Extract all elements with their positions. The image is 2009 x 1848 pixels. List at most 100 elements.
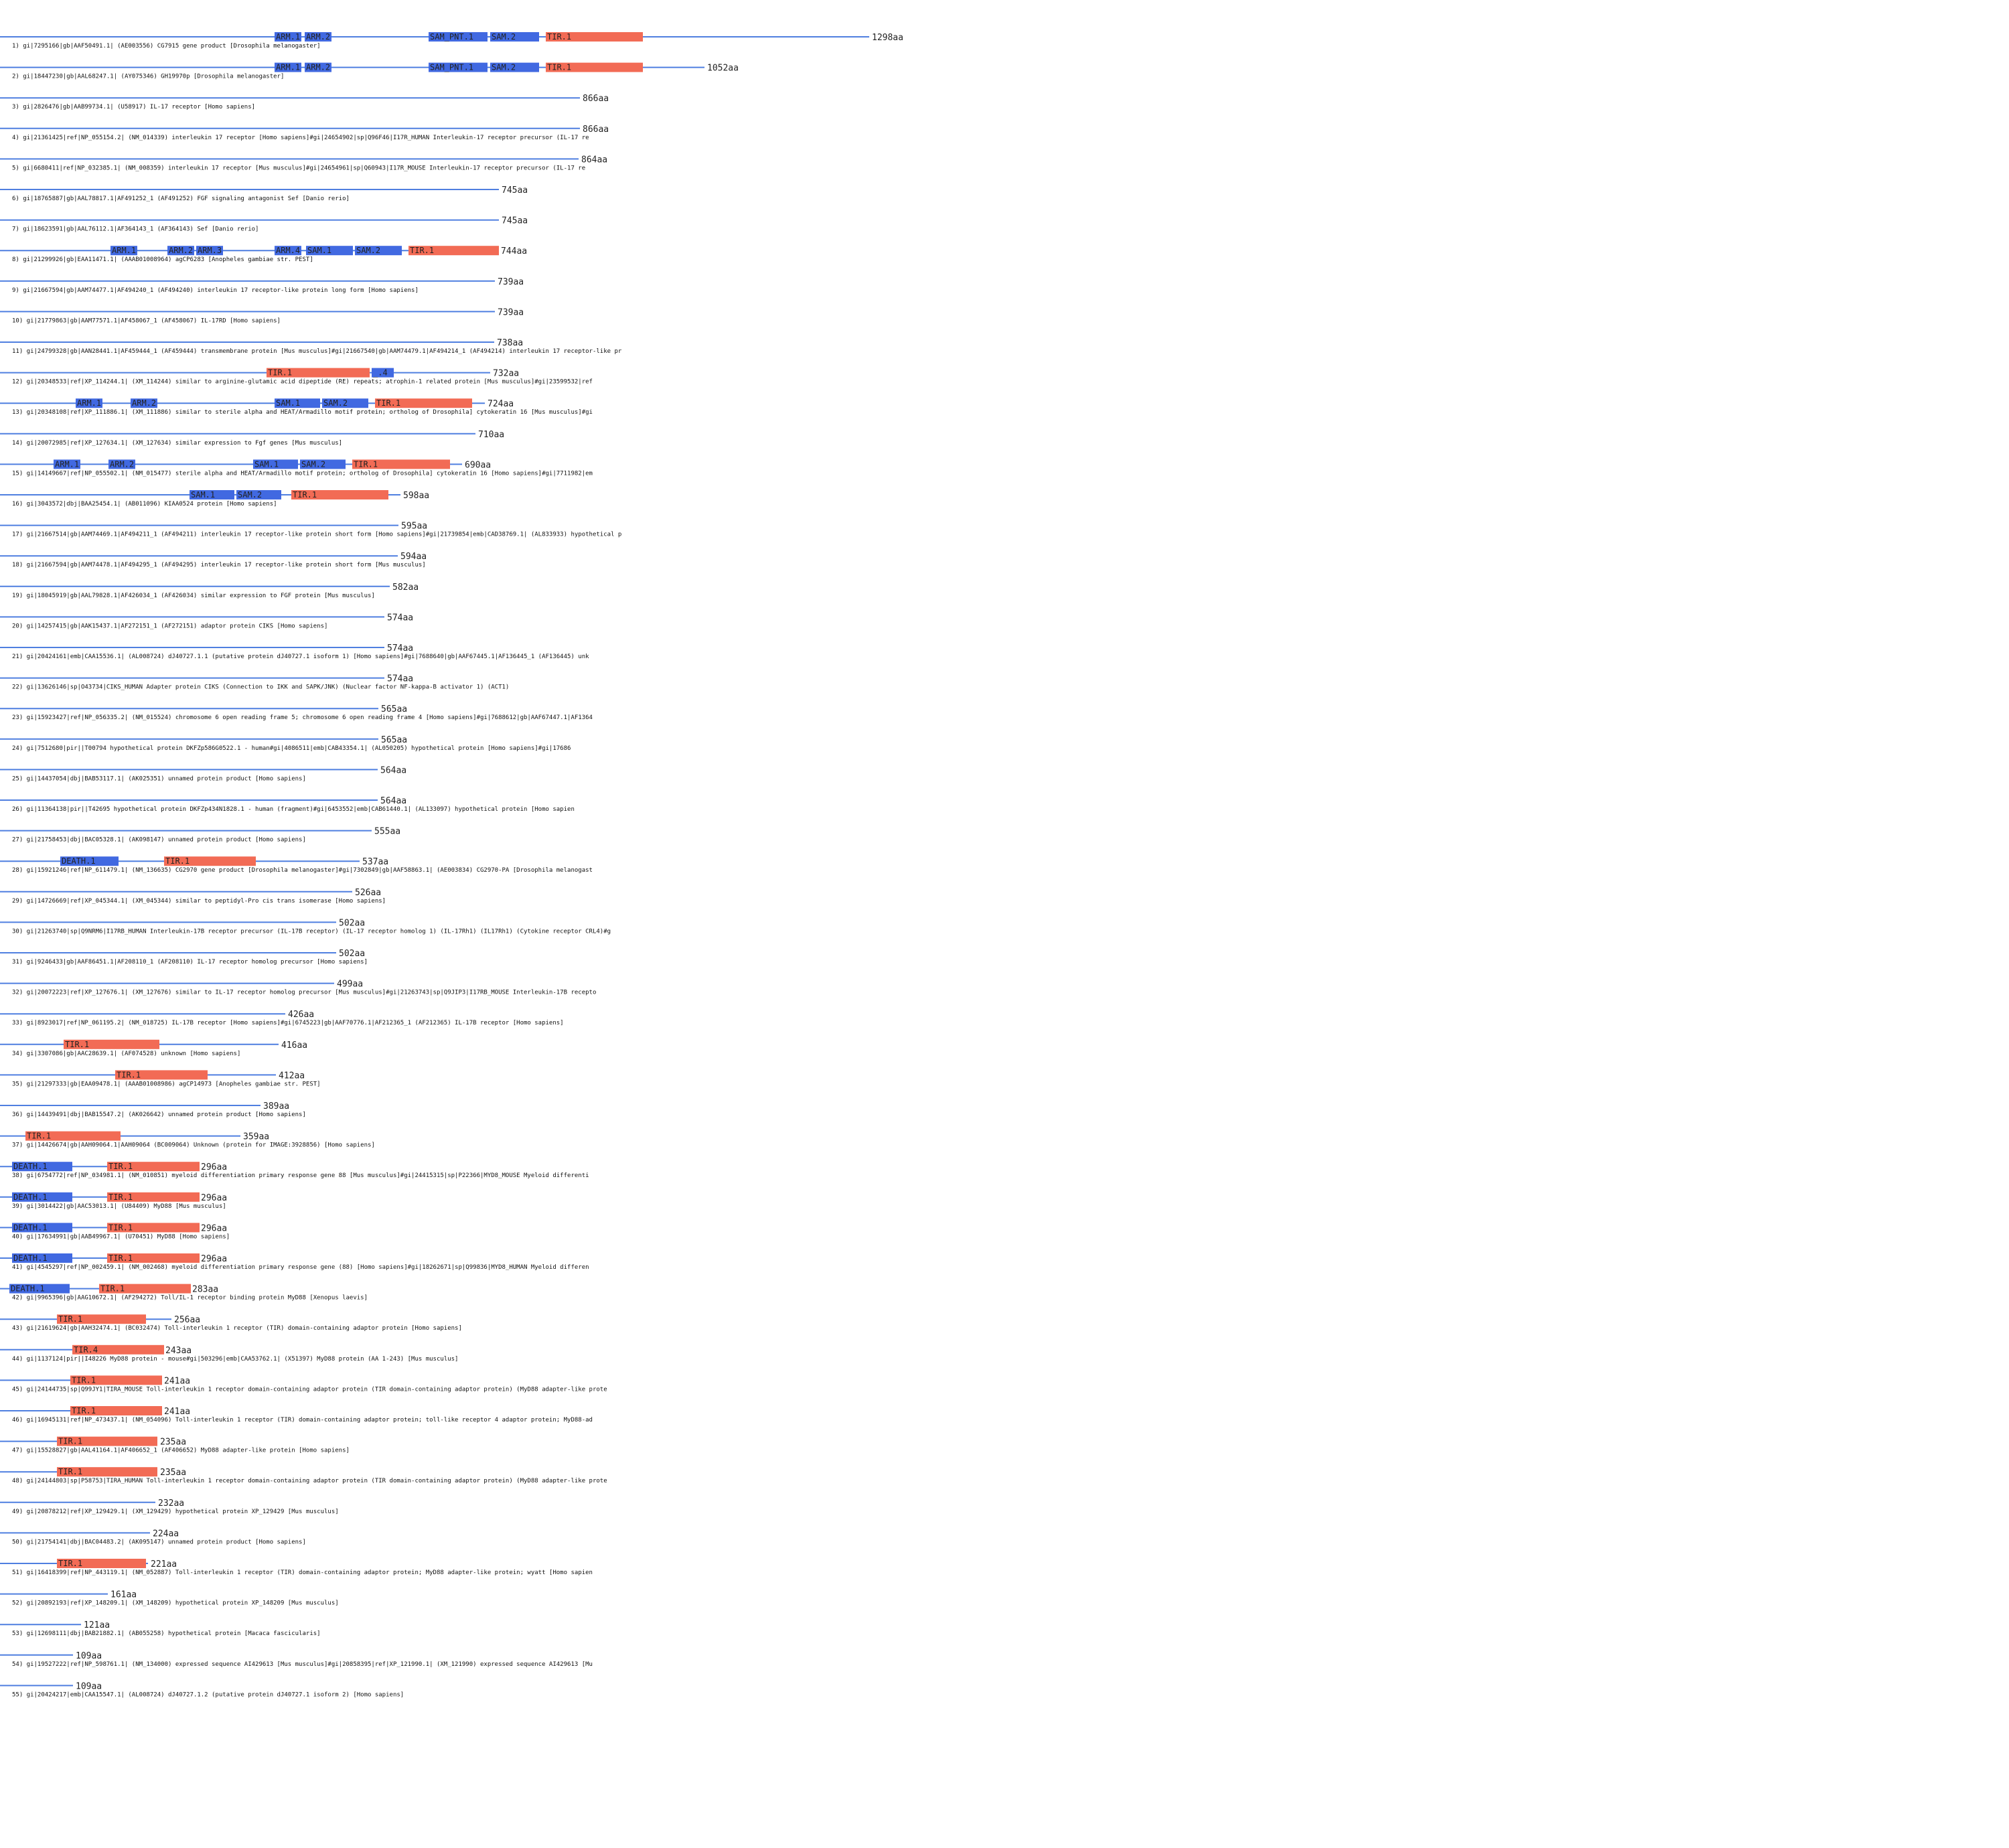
sequence-description: 16) gi|3043572|dbj|BAA25454.1| (AB011096… bbox=[12, 501, 277, 508]
domain-box bbox=[322, 398, 368, 408]
domain-box bbox=[107, 1253, 200, 1263]
domain-box bbox=[167, 246, 194, 256]
sequence-description: 43) gi|21619624|gb|AAH32474.1| (BC032474… bbox=[12, 1325, 462, 1332]
domain-box bbox=[291, 490, 388, 499]
sequence-description: 48) gi|24144803|sp|P58753|TIRA_HUMAN Tol… bbox=[12, 1478, 607, 1484]
domain-label: ARM.1 bbox=[55, 459, 79, 469]
length-label: 502aa bbox=[339, 918, 365, 928]
length-label: 574aa bbox=[387, 613, 413, 623]
protein-row: 739aa 9) gi|21667594|gb|AAM74477.1|AF4942… bbox=[0, 277, 524, 294]
sequence-description: 44) gi|1137124|pir||I48226 MyD88 protein… bbox=[12, 1356, 458, 1363]
domain-label: TIR.1 bbox=[72, 1406, 96, 1415]
protein-row: ARM.1 ARM.2 ARM.3 ARM.4 SAM.1 SAM.2 TIR.1 744aa… bbox=[0, 246, 527, 263]
sequence-description: 3) gi|2826476|gb|AAB99734.1| (U58917) IL… bbox=[12, 104, 255, 110]
domain-label: TIR.1 bbox=[108, 1162, 133, 1171]
sequence-description: 34) gi|3307086|gb|AAC28639.1| (AF074528)… bbox=[12, 1051, 240, 1057]
length-label: 537aa bbox=[362, 857, 388, 867]
domain-box bbox=[305, 62, 331, 72]
domain-label: TIR.1 bbox=[58, 1437, 82, 1446]
domain-box bbox=[57, 1436, 157, 1446]
sequence-description: 41) gi|4545297|ref|NP_002459.1| (NM_0024… bbox=[12, 1264, 589, 1271]
domain-box bbox=[355, 246, 402, 256]
domain-box bbox=[546, 62, 643, 72]
domain-label: TIR.1 bbox=[354, 459, 378, 469]
domain-box bbox=[76, 398, 102, 408]
domain-box bbox=[108, 459, 135, 469]
protein-row: 745aa 7) gi|18623591|gb|AAL76112.1|AF3641… bbox=[0, 216, 528, 233]
domain-box bbox=[429, 32, 488, 42]
protein-row: 582aa 19) gi|18045919|gb|AAL79828.1|AF426… bbox=[0, 583, 419, 599]
sequence-description: 51) gi|16418399|ref|NP_443119.1| (NM_052… bbox=[12, 1569, 593, 1576]
length-label: 565aa bbox=[381, 704, 407, 714]
sequence-description: 25) gi|14437054|dbj|BAB53117.1| (AK02535… bbox=[12, 775, 306, 782]
sequence-description: 40) gi|17634991|gb|AAB49967.1| (U70451) … bbox=[12, 1233, 230, 1240]
length-label: 283aa bbox=[192, 1285, 218, 1295]
domain-label: ARM.1 bbox=[276, 32, 300, 42]
domain-box bbox=[25, 1131, 121, 1141]
sequence-description: 7) gi|18623591|gb|AAL76112.1|AF364143_1 … bbox=[12, 226, 258, 233]
length-label: 256aa bbox=[174, 1315, 200, 1325]
length-label: 866aa bbox=[583, 125, 609, 135]
length-label: 241aa bbox=[164, 1376, 190, 1386]
protein-row: 710aa 14) gi|20072985|ref|XP_127634.1| (X… bbox=[0, 430, 504, 447]
sequence-description: 30) gi|21263740|sp|Q9NRM6|I17RB_HUMAN In… bbox=[12, 928, 611, 935]
domain-box bbox=[236, 490, 281, 499]
domain-label: SAM.1 bbox=[307, 246, 331, 255]
domain-label: TIR.1 bbox=[108, 1192, 133, 1202]
domain-box bbox=[306, 246, 353, 256]
domain-box bbox=[267, 368, 370, 378]
sequence-description: 9) gi|21667594|gb|AAM74477.1|AF494240_1 … bbox=[12, 287, 419, 294]
domain-box bbox=[107, 1223, 200, 1233]
length-label: 565aa bbox=[381, 735, 407, 745]
domain-label: ARM.1 bbox=[77, 398, 101, 408]
domain-box bbox=[429, 62, 488, 72]
length-label: 412aa bbox=[279, 1071, 305, 1081]
sequence-description: 21) gi|20424161|emb|CAA15536.1| (AL00872… bbox=[12, 653, 589, 660]
sequence-description: 1) gi|7295166|gb|AAF50491.1| (AE003556) … bbox=[12, 43, 321, 50]
length-label: 582aa bbox=[392, 583, 419, 593]
length-label: 121aa bbox=[84, 1620, 110, 1630]
length-label: 594aa bbox=[400, 552, 427, 562]
sequence-description: 42) gi|9965396|gb|AAG10672.1| (AF294272)… bbox=[12, 1295, 368, 1302]
protein-row: 866aa 3) gi|2826476|gb|AAB99734.1| (U5891… bbox=[0, 94, 609, 110]
domain-box bbox=[115, 1070, 208, 1080]
length-label: 426aa bbox=[288, 1010, 314, 1020]
length-label: 296aa bbox=[201, 1193, 227, 1203]
sequence-description: 28) gi|15921246|ref|NP_611479.1| (NM_136… bbox=[12, 867, 593, 874]
sequence-description: 11) gi|24799328|gb|AAN28441.1|AF459444_1… bbox=[12, 348, 622, 355]
domain-label: TIR.1 bbox=[547, 32, 571, 42]
length-label: 745aa bbox=[502, 216, 528, 226]
domain-label: SAM.1 bbox=[254, 459, 279, 469]
length-label: 224aa bbox=[153, 1529, 179, 1539]
sequence-description: 33) gi|8923017|ref|NP_061195.2| (NM_0187… bbox=[12, 1020, 564, 1026]
sequence-description: 10) gi|21779863|gb|AAM77571.1|AF458067_1… bbox=[12, 317, 281, 324]
domain-label: TIR.1 bbox=[58, 1467, 82, 1476]
length-label: 296aa bbox=[201, 1223, 227, 1233]
domain-box bbox=[12, 1162, 72, 1172]
domain-box bbox=[9, 1284, 70, 1294]
domain-label: ARM.1 bbox=[112, 246, 136, 255]
sequence-description: 4) gi|21361425|ref|NP_055154.2| (NM_0143… bbox=[12, 135, 589, 141]
sequence-description: 46) gi|16945131|ref|NP_473437.1| (NM_054… bbox=[12, 1417, 593, 1423]
domain-box bbox=[70, 1406, 162, 1415]
length-label: 389aa bbox=[263, 1101, 289, 1111]
domain-box bbox=[352, 459, 450, 469]
domain-label: TIR.1 bbox=[108, 1223, 133, 1232]
domain-box bbox=[190, 490, 234, 499]
length-label: 416aa bbox=[281, 1041, 307, 1051]
domain-box bbox=[275, 246, 301, 256]
domain-label: DEATH.1 bbox=[11, 1284, 45, 1294]
domain-label: ARM.2 bbox=[110, 459, 134, 469]
